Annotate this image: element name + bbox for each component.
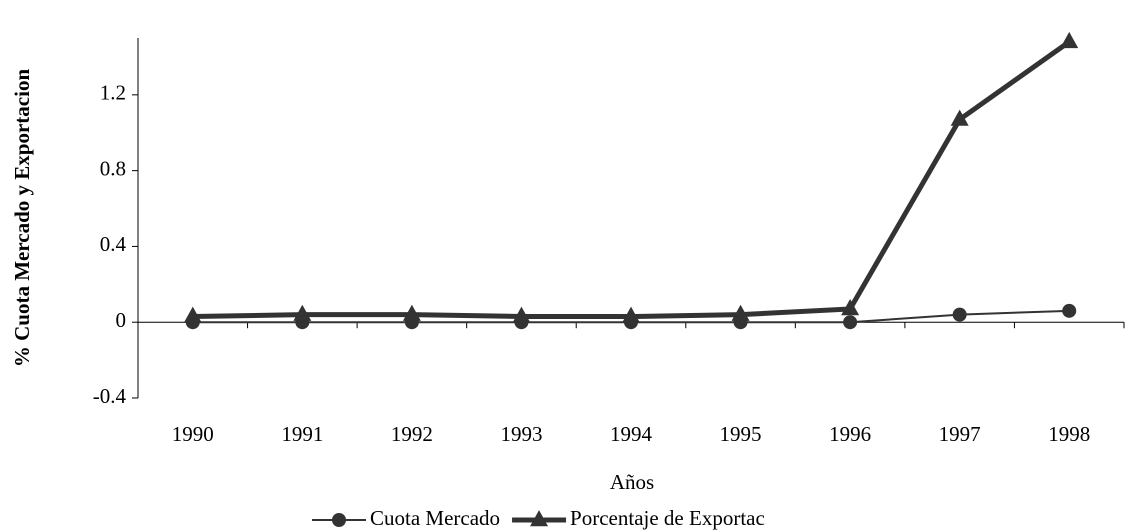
x-tick-label: 1991 — [281, 422, 323, 446]
data-point — [622, 306, 640, 323]
data-point — [1060, 31, 1079, 49]
y-tick-label: 0 — [116, 308, 127, 332]
legend-marker — [332, 513, 346, 527]
x-tick-label: 1997 — [939, 422, 981, 446]
legend-label: Porcentaje de Exportac — [570, 506, 765, 530]
x-tick-label: 1993 — [500, 422, 542, 446]
x-tick-label: 1992 — [391, 422, 433, 446]
x-tick-label: 1998 — [1048, 422, 1090, 446]
y-tick-label: 1.2 — [100, 81, 126, 105]
data-point — [950, 109, 969, 126]
data-point — [512, 306, 531, 323]
legend-label: Cuota Mercado — [370, 506, 500, 530]
x-tick-label: 1994 — [610, 422, 653, 446]
x-axis-label: Años — [610, 470, 654, 494]
x-tick-label: 1995 — [720, 422, 762, 446]
data-point — [841, 299, 860, 316]
data-point — [843, 315, 858, 330]
data-point — [731, 304, 750, 321]
data-point — [183, 306, 202, 323]
data-point — [952, 307, 967, 322]
legend-marker — [530, 510, 549, 527]
data-point — [1062, 303, 1077, 318]
y-tick-label: 0.4 — [100, 232, 127, 256]
data-point — [293, 304, 312, 321]
data-point — [402, 304, 421, 321]
x-tick-label: 1990 — [172, 422, 214, 446]
y-tick-label: -0.4 — [93, 384, 127, 408]
series-line — [192, 39, 1071, 320]
x-tick-label: 1996 — [829, 422, 871, 446]
y-tick-label: 0.8 — [100, 156, 126, 180]
y-axis-label: % Cuota Mercado y Exportacion — [10, 69, 34, 368]
